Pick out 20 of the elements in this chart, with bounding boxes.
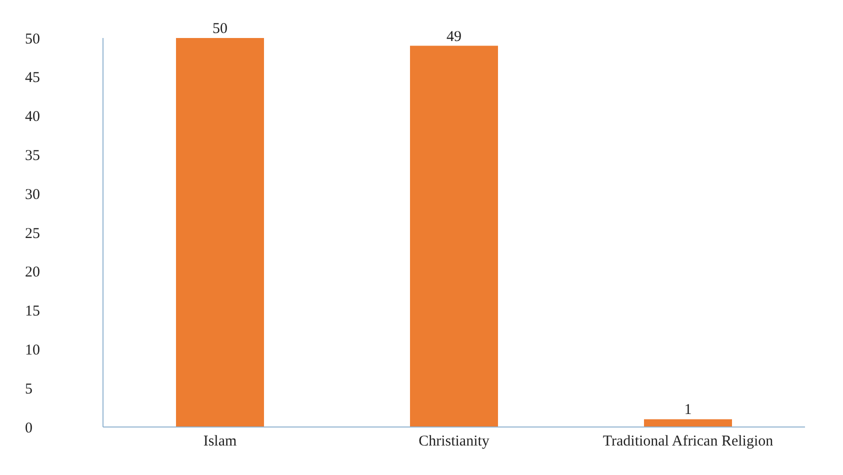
y-tick-label: 15 xyxy=(25,304,40,320)
data-label: 50 xyxy=(212,21,228,37)
bar xyxy=(644,419,732,427)
y-tick-label: 30 xyxy=(25,186,40,203)
y-tick-label: 35 xyxy=(25,148,40,164)
y-tick-label: 5 xyxy=(25,381,32,398)
data-label: 49 xyxy=(446,28,462,45)
y-tick-label: 40 xyxy=(25,109,40,126)
y-tick-label: 10 xyxy=(25,342,40,359)
x-tick-label: Christianity xyxy=(418,434,490,450)
x-tick-label: Islam xyxy=(203,434,237,450)
bar xyxy=(176,38,264,427)
x-tick-label: Traditional African Religion xyxy=(602,434,774,450)
y-tick-label: 0 xyxy=(25,420,32,436)
y-tick-label: 20 xyxy=(25,264,40,281)
data-label: 1 xyxy=(684,402,692,418)
y-tick-label: 25 xyxy=(25,226,40,242)
y-tick-label: 45 xyxy=(25,70,40,86)
bar xyxy=(410,46,498,427)
y-tick-label: 50 xyxy=(25,31,40,48)
